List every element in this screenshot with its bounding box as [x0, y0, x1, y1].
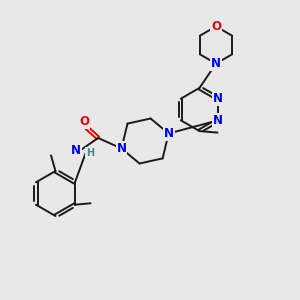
Text: H: H	[86, 148, 94, 158]
Text: N: N	[213, 114, 223, 127]
Text: N: N	[164, 127, 174, 140]
Text: N: N	[213, 92, 223, 105]
Text: O: O	[79, 115, 89, 128]
Text: N: N	[71, 144, 81, 158]
Text: N: N	[211, 57, 221, 70]
Text: O: O	[211, 20, 221, 33]
Text: N: N	[116, 142, 127, 155]
